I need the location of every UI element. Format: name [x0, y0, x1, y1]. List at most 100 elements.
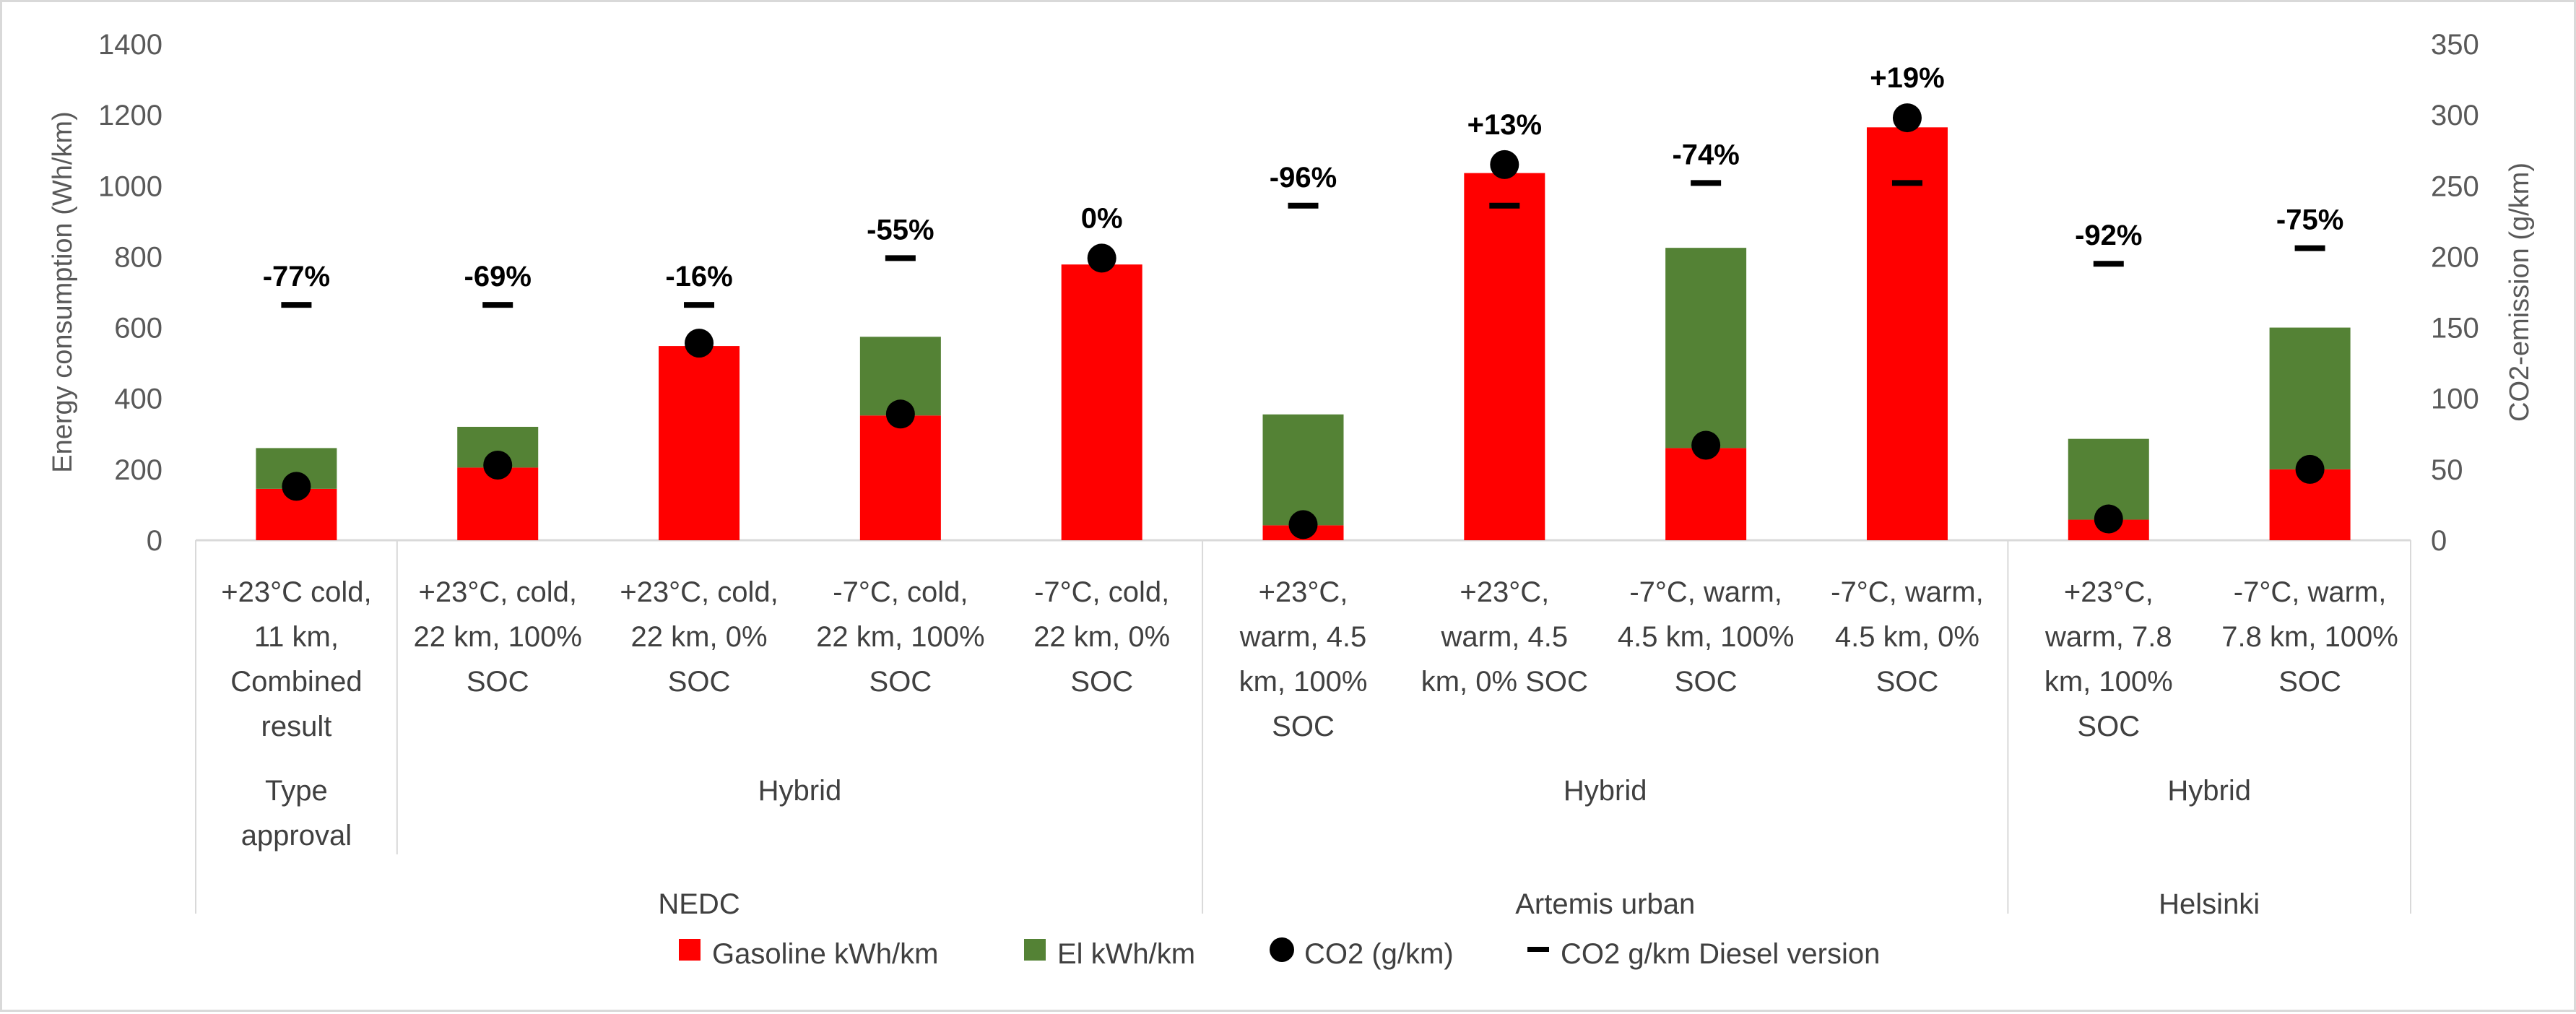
y2-tick-label: 200 [2431, 241, 2479, 273]
y2-tick-label: 300 [2431, 100, 2479, 131]
co2-point [2094, 504, 2123, 534]
category-label: km, 0% SOC [1421, 666, 1588, 698]
category-label: SOC [869, 666, 932, 698]
y-axis-title: Energy consumption (Wh/km) [48, 111, 78, 473]
category-label: 22 km, 0% [631, 621, 768, 653]
category-label: 11 km, [254, 621, 339, 653]
category-label: +23°C, [1460, 576, 1549, 608]
category-label: 4.5 km, 0% [1835, 621, 1979, 653]
diesel-dash-marker [1691, 180, 1722, 186]
y2-tick-label: 250 [2431, 170, 2479, 202]
diesel-dash-marker [482, 302, 513, 308]
percent-label: +19% [1870, 62, 1944, 94]
legend: Gasoline kWh/km El kWh/km CO2 (g/km) CO2 g/… [679, 937, 1880, 970]
y-tick-label: 1200 [98, 100, 162, 131]
y2-axis-title: CO2-emission (g/km) [2505, 162, 2535, 422]
diesel-dash-marker [2093, 261, 2124, 267]
marker-layer [281, 103, 2325, 540]
diesel-dash-marker [1891, 180, 1922, 186]
co2-point [1691, 430, 1721, 460]
y-tick-label: 400 [114, 384, 162, 415]
category-label: +23°C, [2064, 576, 2154, 608]
bar-electric [2269, 327, 2351, 469]
diesel-dash-marker [281, 302, 312, 308]
co2-point [483, 450, 513, 480]
legend-label: El kWh/km [1057, 938, 1195, 970]
co2-point [1490, 150, 1519, 179]
category-label: -7°C, warm, [2234, 576, 2387, 608]
bar-electric [1262, 414, 1344, 526]
co2-point [685, 329, 714, 358]
bar-layer [256, 127, 2351, 540]
legend-swatch-diesel [1527, 947, 1549, 952]
category-label: result [261, 711, 332, 742]
category-label: km, 100% [2044, 666, 2173, 698]
legend-label: CO2 g/km Diesel version [1561, 938, 1880, 970]
category-label: SOC [668, 666, 731, 698]
category-label: SOC [1070, 666, 1133, 698]
category-label: 22 km, 100% [413, 621, 581, 653]
percent-label: -77% [263, 261, 330, 292]
category-label: SOC [1272, 711, 1335, 742]
percent-label: -69% [464, 261, 532, 292]
category-label: 22 km, 100% [816, 621, 984, 653]
group-label: Type [265, 775, 328, 807]
group-label: Hybrid [2167, 775, 2251, 807]
bar-gasoline [1665, 448, 1747, 540]
category-label: warm, 7.8 [2044, 621, 2172, 653]
percent-label: 0% [1081, 202, 1123, 234]
percent-label: +13% [1467, 109, 1542, 141]
bar-gasoline [1866, 127, 1948, 540]
diesel-dash-marker [684, 302, 715, 308]
diesel-dash-marker [1288, 202, 1319, 209]
y2-tick-label: 100 [2431, 384, 2479, 415]
legend-label: Gasoline kWh/km [712, 938, 938, 970]
percent-label: -92% [2075, 220, 2142, 251]
category-label: SOC [2278, 666, 2341, 698]
co2-point [2295, 454, 2325, 484]
percent-label: -96% [1270, 162, 1337, 194]
y-tick-label: 1400 [98, 29, 162, 61]
category-label: SOC [1675, 666, 1738, 698]
diesel-dash-marker [885, 255, 916, 261]
cycle-label: Helsinki [2159, 888, 2260, 920]
y-tick-label: 800 [114, 241, 162, 273]
percent-label: -74% [1672, 139, 1739, 170]
category-label: -7°C, cold, [1034, 576, 1169, 608]
co2-point [282, 472, 311, 501]
category-label: Combined [230, 666, 362, 698]
percent-label: -16% [665, 261, 732, 292]
cycle-label: Artemis urban [1515, 888, 1695, 920]
bar-gasoline [859, 415, 941, 540]
co2-point [1087, 243, 1116, 273]
percent-label: -75% [2276, 204, 2343, 236]
co2-point [885, 399, 915, 429]
bar-gasoline [1061, 264, 1142, 540]
group-label: approval [241, 820, 352, 852]
category-label: -7°C, warm, [1629, 576, 1782, 608]
text-layer: 0 200 400 600 800 1000 1200 1400 0 50 100 150 200 250… [48, 29, 2535, 920]
category-label: +23°C, [1259, 576, 1348, 608]
category-label: 22 km, 0% [1033, 621, 1170, 653]
legend-swatch-gasoline [679, 939, 701, 961]
category-label: 4.5 km, 100% [1618, 621, 1795, 653]
category-label: -7°C, cold, [833, 576, 968, 608]
y-tick-label: 0 [147, 525, 162, 557]
legend-swatch-co2 [1270, 937, 1294, 962]
y2-tick-label: 50 [2431, 454, 2463, 486]
category-label: +23°C, cold, [620, 576, 778, 608]
y2-tick-label: 350 [2431, 29, 2479, 61]
group-label: Hybrid [758, 775, 842, 807]
legend-swatch-electric [1024, 939, 1046, 961]
category-label: SOC [1876, 666, 1939, 698]
legend-label: CO2 (g/km) [1304, 938, 1454, 970]
diesel-dash-marker [1489, 202, 1520, 209]
co2-point [1288, 510, 1318, 540]
y-tick-label: 1000 [98, 170, 162, 202]
category-label: SOC [2077, 711, 2140, 742]
y-tick-label: 200 [114, 454, 162, 486]
y2-tick-label: 150 [2431, 313, 2479, 344]
bar-gasoline [1464, 173, 1545, 540]
